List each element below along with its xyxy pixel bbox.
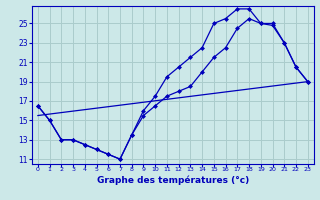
X-axis label: Graphe des températures (°c): Graphe des températures (°c) <box>97 175 249 185</box>
